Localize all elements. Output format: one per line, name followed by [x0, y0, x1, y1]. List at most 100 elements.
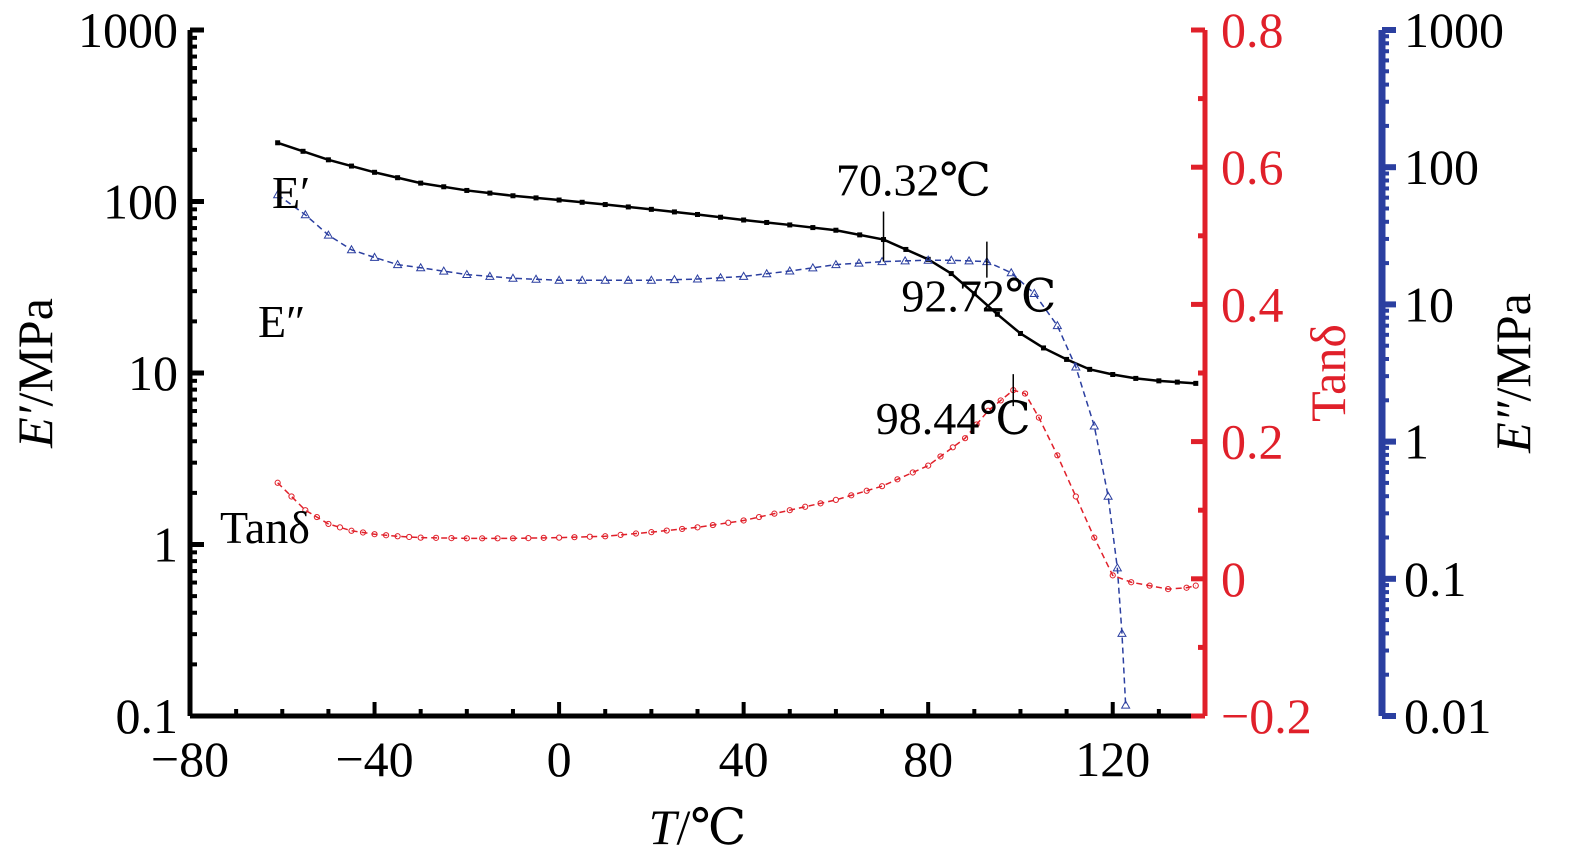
data-point — [438, 266, 449, 275]
data-point — [348, 163, 354, 169]
data-point — [900, 255, 910, 265]
data-point — [669, 274, 680, 284]
data-point — [718, 214, 724, 220]
data-point — [973, 421, 980, 428]
x-tick-label: 0 — [547, 731, 572, 787]
data-point — [985, 407, 992, 414]
data-point — [937, 453, 944, 460]
data-point — [1133, 375, 1139, 381]
x-tick-label: 120 — [1075, 731, 1150, 787]
data-point — [359, 529, 367, 536]
tan-tick-label: 0.8 — [1221, 2, 1284, 58]
data-point — [854, 258, 864, 267]
series-line-circle — [277, 389, 1196, 590]
data-point — [694, 524, 701, 531]
data-point — [494, 535, 501, 542]
data-point — [1021, 390, 1029, 397]
data-point — [418, 180, 424, 186]
data-point — [1017, 330, 1023, 336]
x-tick-label: −80 — [151, 731, 229, 787]
data-point — [531, 274, 541, 283]
data-point — [1091, 534, 1098, 541]
x-tick-label: −40 — [335, 731, 413, 787]
data-point — [406, 533, 413, 541]
series-layer — [272, 140, 1199, 709]
data-point — [571, 534, 578, 541]
data-point — [479, 535, 486, 542]
data-point — [863, 487, 870, 494]
data-point — [831, 259, 841, 269]
data-point — [300, 209, 311, 219]
data-point — [323, 230, 334, 239]
data-point — [1120, 700, 1131, 709]
data-point — [464, 187, 470, 193]
data-point — [602, 202, 608, 208]
data-point — [372, 169, 378, 175]
data-point — [432, 534, 440, 541]
data-point — [325, 520, 332, 528]
data-point — [903, 246, 909, 252]
data-point — [1103, 491, 1113, 500]
data-point — [1054, 452, 1061, 459]
data-point — [556, 197, 562, 203]
data-point — [810, 225, 816, 231]
data-point — [648, 529, 655, 536]
data-point — [949, 444, 956, 451]
data-point — [961, 435, 969, 442]
data-point — [1035, 414, 1043, 421]
data-point — [382, 532, 390, 539]
data-point — [848, 492, 855, 499]
data-point — [394, 533, 401, 540]
data-point — [300, 148, 306, 154]
data-point — [832, 496, 840, 504]
data-point — [817, 500, 824, 507]
data-point — [602, 533, 609, 540]
data-point — [1070, 361, 1081, 371]
loss-tick-label: 100 — [1404, 139, 1479, 195]
data-point — [648, 206, 654, 212]
data-point — [348, 527, 355, 534]
loss-tick-label: 1 — [1404, 414, 1429, 470]
data-point — [510, 193, 516, 199]
data-point — [971, 291, 977, 297]
data-point — [1128, 579, 1135, 586]
data-point — [807, 262, 818, 272]
loss-tick-label: 0.01 — [1404, 688, 1492, 744]
data-point — [1112, 562, 1123, 572]
data-point — [923, 255, 934, 264]
series-name-label: E′ — [272, 167, 310, 218]
data-point — [274, 479, 281, 486]
data-point — [346, 244, 357, 254]
x-axis-title: T/℃ — [649, 799, 747, 855]
tan-tick-label: 0 — [1221, 551, 1246, 607]
data-point — [463, 535, 470, 542]
loss-tick-label: 10 — [1404, 276, 1454, 332]
transition-annotation: 70.32℃ — [836, 155, 991, 206]
data-point — [925, 462, 932, 469]
loss-tick-label: 1000 — [1404, 2, 1504, 58]
data-point — [540, 534, 547, 541]
tan-tick-label: 0.6 — [1221, 139, 1284, 195]
data-point — [787, 222, 793, 228]
data-point — [441, 184, 447, 190]
data-point — [509, 535, 517, 542]
x-axis-title-unit: /℃ — [676, 799, 746, 855]
x-tick-label: 40 — [719, 731, 769, 787]
data-point — [1006, 267, 1017, 277]
data-point — [1164, 585, 1172, 593]
data-point — [948, 271, 954, 277]
data-point — [679, 525, 686, 533]
data-point — [461, 269, 472, 279]
data-point — [771, 510, 778, 517]
data-point — [1041, 345, 1047, 351]
loss-axis-title: E″/MPa — [1485, 293, 1541, 454]
data-point — [577, 275, 588, 284]
data-point — [1174, 379, 1180, 385]
data-point — [786, 507, 793, 514]
tan-tick-label: −0.2 — [1221, 688, 1312, 744]
data-point — [925, 256, 931, 262]
data-point — [1109, 572, 1116, 579]
data-point — [1192, 582, 1199, 589]
data-point — [741, 217, 747, 223]
data-point — [487, 190, 493, 196]
